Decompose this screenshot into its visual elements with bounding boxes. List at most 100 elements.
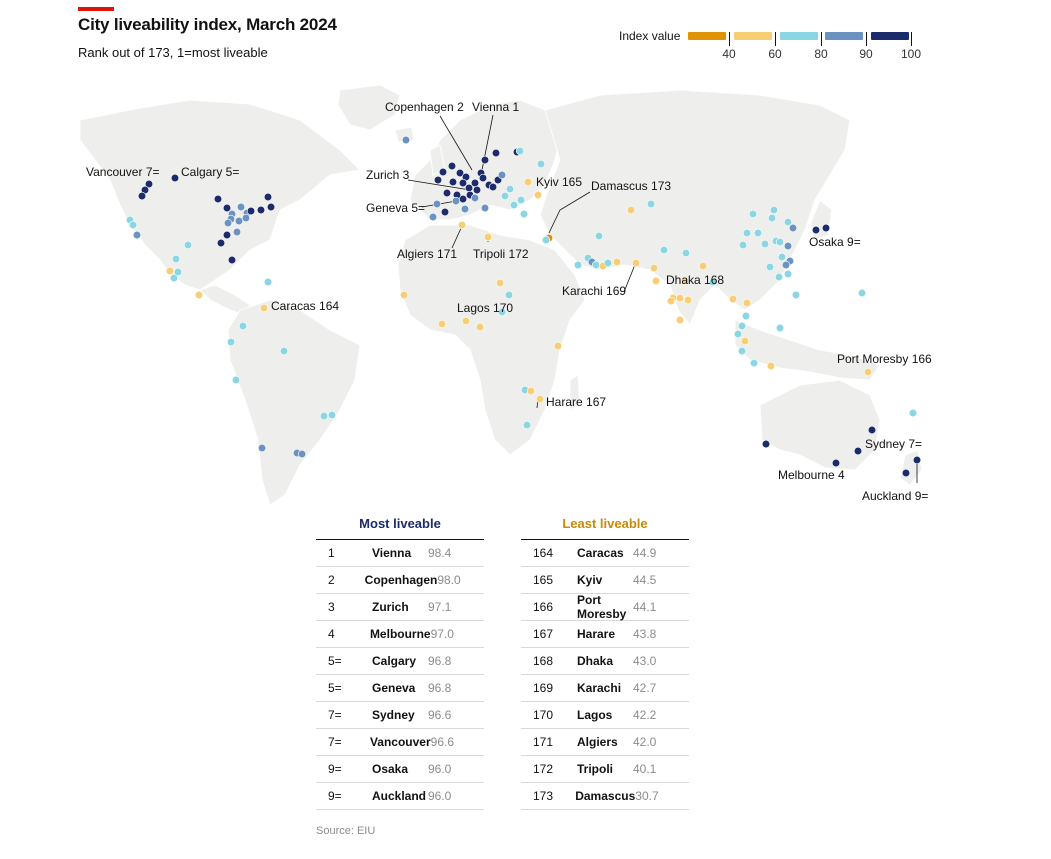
source-note: Source: EIU	[316, 825, 376, 837]
city-cell: Geneva	[372, 681, 416, 695]
city-dot	[170, 173, 180, 183]
city-dot	[169, 273, 179, 283]
city-dot	[594, 231, 604, 241]
value-cell: 96.8	[428, 654, 452, 668]
city-cell: Algiers	[577, 735, 618, 749]
city-dot	[553, 341, 563, 351]
city-cell: Dhaka	[577, 654, 614, 668]
city-dot	[461, 316, 471, 326]
city-dot	[737, 346, 747, 356]
legend-tick	[866, 32, 867, 46]
city-dot	[401, 135, 411, 145]
city-dot	[440, 207, 450, 217]
city-dot	[573, 260, 583, 270]
map-label: Vancouver 7=	[86, 165, 160, 179]
city-dot	[433, 175, 443, 185]
value-cell: 96.6	[428, 708, 452, 722]
most-liveable-heading: Most liveable	[316, 516, 484, 540]
city-dot	[460, 204, 470, 214]
city-dot	[535, 394, 545, 404]
city-dot	[749, 358, 759, 368]
city-dot	[194, 290, 204, 300]
rank-cell: 1	[328, 546, 335, 560]
city-cell: Zurich	[372, 600, 409, 614]
city-dot	[470, 193, 480, 203]
map-label: Vienna 1	[472, 100, 519, 114]
table-row: 173 Damascus 30.7	[521, 783, 689, 810]
map-label: Zurich 3	[366, 168, 410, 182]
map-label: Tripoli 172	[473, 247, 529, 261]
city-dot	[791, 290, 801, 300]
value-cell: 42.7	[633, 681, 657, 695]
city-dot	[438, 167, 448, 177]
legend-label: 40	[722, 47, 736, 61]
city-dot	[500, 191, 510, 201]
city-dot	[769, 205, 779, 215]
city-dot	[183, 240, 193, 250]
city-dot	[519, 209, 529, 219]
leader-line	[451, 225, 463, 249]
rank-cell: 164	[533, 546, 554, 560]
city-dot	[451, 196, 461, 206]
city-dot	[447, 161, 457, 171]
city-dot	[509, 200, 519, 210]
city-dot	[428, 212, 438, 222]
city-dot	[853, 446, 863, 456]
legend-tick	[821, 32, 822, 46]
city-dot	[399, 290, 409, 300]
rank-cell: 168	[533, 654, 554, 668]
world-map: Copenhagen 2 Vienna 1 Zurich 3 Geneva 5=…	[79, 84, 932, 506]
rank-cell: 166	[533, 600, 554, 614]
city-dot	[132, 230, 142, 240]
value-cell: 42.0	[633, 735, 657, 749]
city-dot	[238, 321, 248, 331]
least-liveable-rows: 164 Caracas 44.9 165 Kyiv 44.5 166 Port Moresby…	[521, 540, 689, 810]
table-row: 7= Sydney 96.6	[316, 702, 484, 729]
city-dot	[137, 191, 147, 201]
value-cell: 96.0	[428, 762, 452, 776]
city-cell: Caracas	[577, 546, 624, 560]
table-row: 5= Calgary 96.8	[316, 648, 484, 675]
most-liveable-table: Most liveable 1 Vienna 98.4 2 Copenhagen 98.0…	[316, 516, 484, 810]
rank-cell: 9=	[328, 762, 342, 776]
legend-swatch-1	[688, 32, 726, 40]
city-dot	[631, 258, 641, 268]
leader-line	[548, 191, 591, 234]
least-liveable-heading: Least liveable	[521, 516, 689, 540]
city-dot	[675, 315, 685, 325]
table-row: 9= Auckland 96.0	[316, 783, 484, 810]
city-dot	[863, 367, 873, 377]
city-dot	[505, 184, 515, 194]
map-label: Geneva 5=	[366, 201, 425, 215]
value-cell: 43.8	[633, 627, 657, 641]
city-dot	[491, 148, 501, 158]
legend-label: 80	[814, 47, 828, 61]
city-dot	[783, 269, 793, 279]
city-dot	[448, 177, 458, 187]
rank-cell: 173	[533, 789, 554, 803]
city-dot	[777, 252, 787, 262]
city-dot	[533, 190, 543, 200]
southeast-asia-islands	[734, 319, 881, 381]
city-dot	[675, 293, 685, 303]
leader-line	[623, 261, 637, 293]
city-dot	[480, 155, 490, 165]
city-dot	[457, 220, 467, 230]
city-dot	[223, 218, 233, 228]
leader-line	[439, 115, 473, 171]
city-dot	[226, 337, 236, 347]
value-cell: 40.1	[633, 762, 657, 776]
value-cell: 42.2	[633, 708, 657, 722]
legend-tick	[729, 32, 730, 46]
city-dot	[470, 178, 480, 188]
legend-tick	[911, 32, 912, 46]
city-dot	[737, 321, 747, 331]
table-row: 2 Copenhagen 98.0	[316, 567, 484, 594]
city-dot	[297, 449, 307, 459]
city-dot	[811, 225, 821, 235]
legend-swatch-4	[825, 32, 863, 40]
map-label: Lagos 170	[457, 301, 513, 315]
city-dot	[857, 288, 867, 298]
city-dot	[775, 237, 785, 247]
madagascar-landmass	[569, 374, 581, 411]
